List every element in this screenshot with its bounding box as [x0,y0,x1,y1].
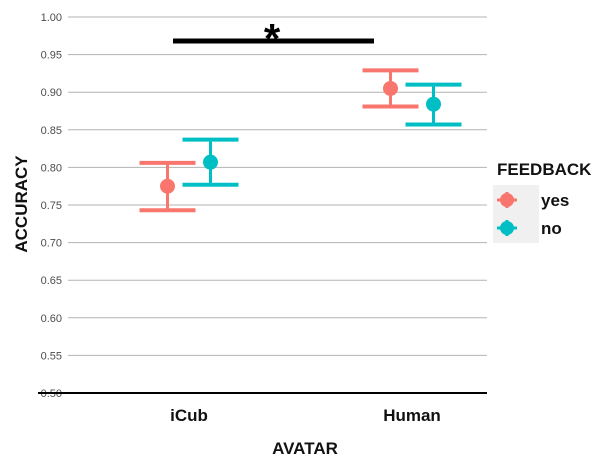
y-tick-label: 0.95 [41,50,62,62]
legend-key-point [500,221,514,235]
y-tick-label: 0.65 [41,275,62,287]
legend-label: no [541,219,562,238]
legend-item: yes [497,191,569,210]
gridlines [68,16,487,394]
y-tick-label: 0.85 [41,125,62,137]
y-tick-label: 0.80 [41,162,62,174]
y-tick-labels: 0.500.550.600.650.700.750.800.850.900.95… [41,12,62,400]
y-tick-label: 0.60 [41,313,62,325]
legend-background [493,185,539,243]
y-axis-title: ACCURACY [12,155,31,253]
data-point [383,80,398,96]
legend: FEEDBACK yes no [493,160,592,243]
data-point [203,154,218,170]
legend-key-point [500,193,514,207]
legend-title: FEEDBACK [497,160,592,179]
x-tick-label: iCub [170,406,208,425]
x-tick-labels: iCub Human [170,406,441,425]
x-tick-label: Human [383,406,441,425]
y-tick-label: 0.90 [41,87,62,99]
y-tick-label: 0.55 [41,350,62,362]
error-bars [139,68,462,213]
data-point [160,178,175,194]
significance-star: * [264,15,281,62]
y-tick-label: 0.75 [41,200,62,212]
legend-item: no [497,219,562,238]
legend-items: yes no [497,191,569,238]
legend-label: yes [541,191,569,210]
y-tick-label: 0.70 [41,238,62,250]
y-tick-label: 1.00 [41,12,62,24]
x-axis-title: AVATAR [272,439,338,458]
data-points [160,80,441,194]
data-point [426,96,441,112]
significance-annotation: * [173,15,374,62]
